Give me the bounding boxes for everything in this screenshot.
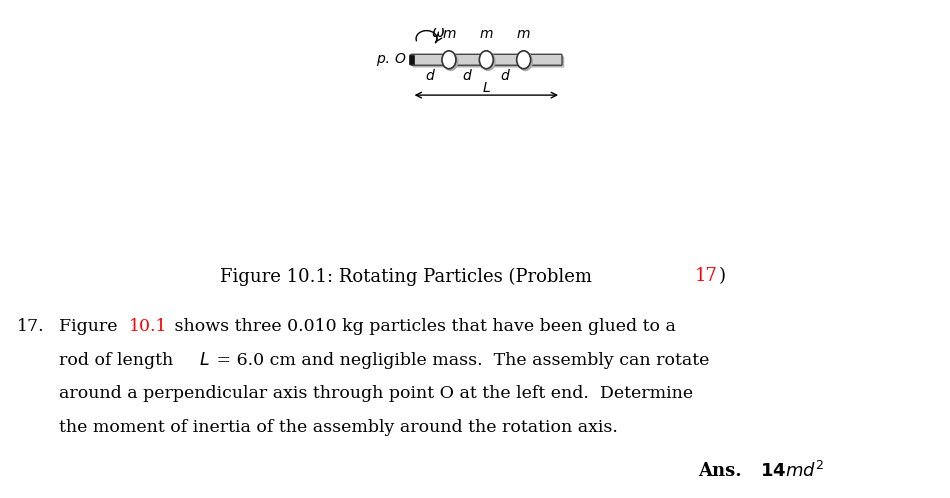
Text: $d$: $d$ (463, 68, 473, 84)
Text: the moment of inertia of the assembly around the rotation axis.: the moment of inertia of the assembly ar… (59, 419, 618, 436)
Text: Ans.: Ans. (698, 462, 742, 480)
Text: $d$: $d$ (425, 68, 436, 84)
Bar (409, 55, 414, 64)
Ellipse shape (480, 51, 493, 69)
Text: around a perpendicular axis through point O at the left end.  Determine: around a perpendicular axis through poin… (59, 385, 693, 402)
Text: $\mathbf{14}md^2$: $\mathbf{14}md^2$ (760, 461, 825, 481)
Text: shows three 0.010 kg particles that have been glued to a: shows three 0.010 kg particles that have… (169, 318, 675, 335)
Text: $m$: $m$ (442, 26, 456, 41)
Text: $m$: $m$ (479, 26, 494, 41)
Ellipse shape (519, 52, 532, 70)
Text: $L$: $L$ (482, 81, 491, 96)
Text: rod of length: rod of length (59, 352, 179, 369)
Text: $p.\,O$: $p.\,O$ (375, 51, 406, 68)
Text: 17: 17 (695, 267, 718, 285)
Ellipse shape (444, 52, 458, 70)
Text: 17.: 17. (17, 318, 45, 335)
Ellipse shape (481, 52, 495, 70)
Text: 10.1: 10.1 (129, 318, 167, 335)
FancyBboxPatch shape (412, 56, 564, 67)
Text: $\omega$: $\omega$ (430, 25, 445, 40)
Text: Figure: Figure (59, 318, 123, 335)
Text: = 6.0 cm and negligible mass.  The assembly can rotate: = 6.0 cm and negligible mass. The assemb… (211, 352, 710, 369)
Text: $m$: $m$ (517, 26, 531, 41)
FancyBboxPatch shape (410, 54, 562, 65)
Text: $d$: $d$ (500, 68, 510, 84)
Text: ): ) (718, 267, 725, 285)
Ellipse shape (442, 51, 456, 69)
Ellipse shape (517, 51, 531, 69)
Text: Figure 10.1: Rotating Particles (Problem: Figure 10.1: Rotating Particles (Problem (220, 267, 598, 285)
Text: $L$: $L$ (199, 351, 210, 369)
